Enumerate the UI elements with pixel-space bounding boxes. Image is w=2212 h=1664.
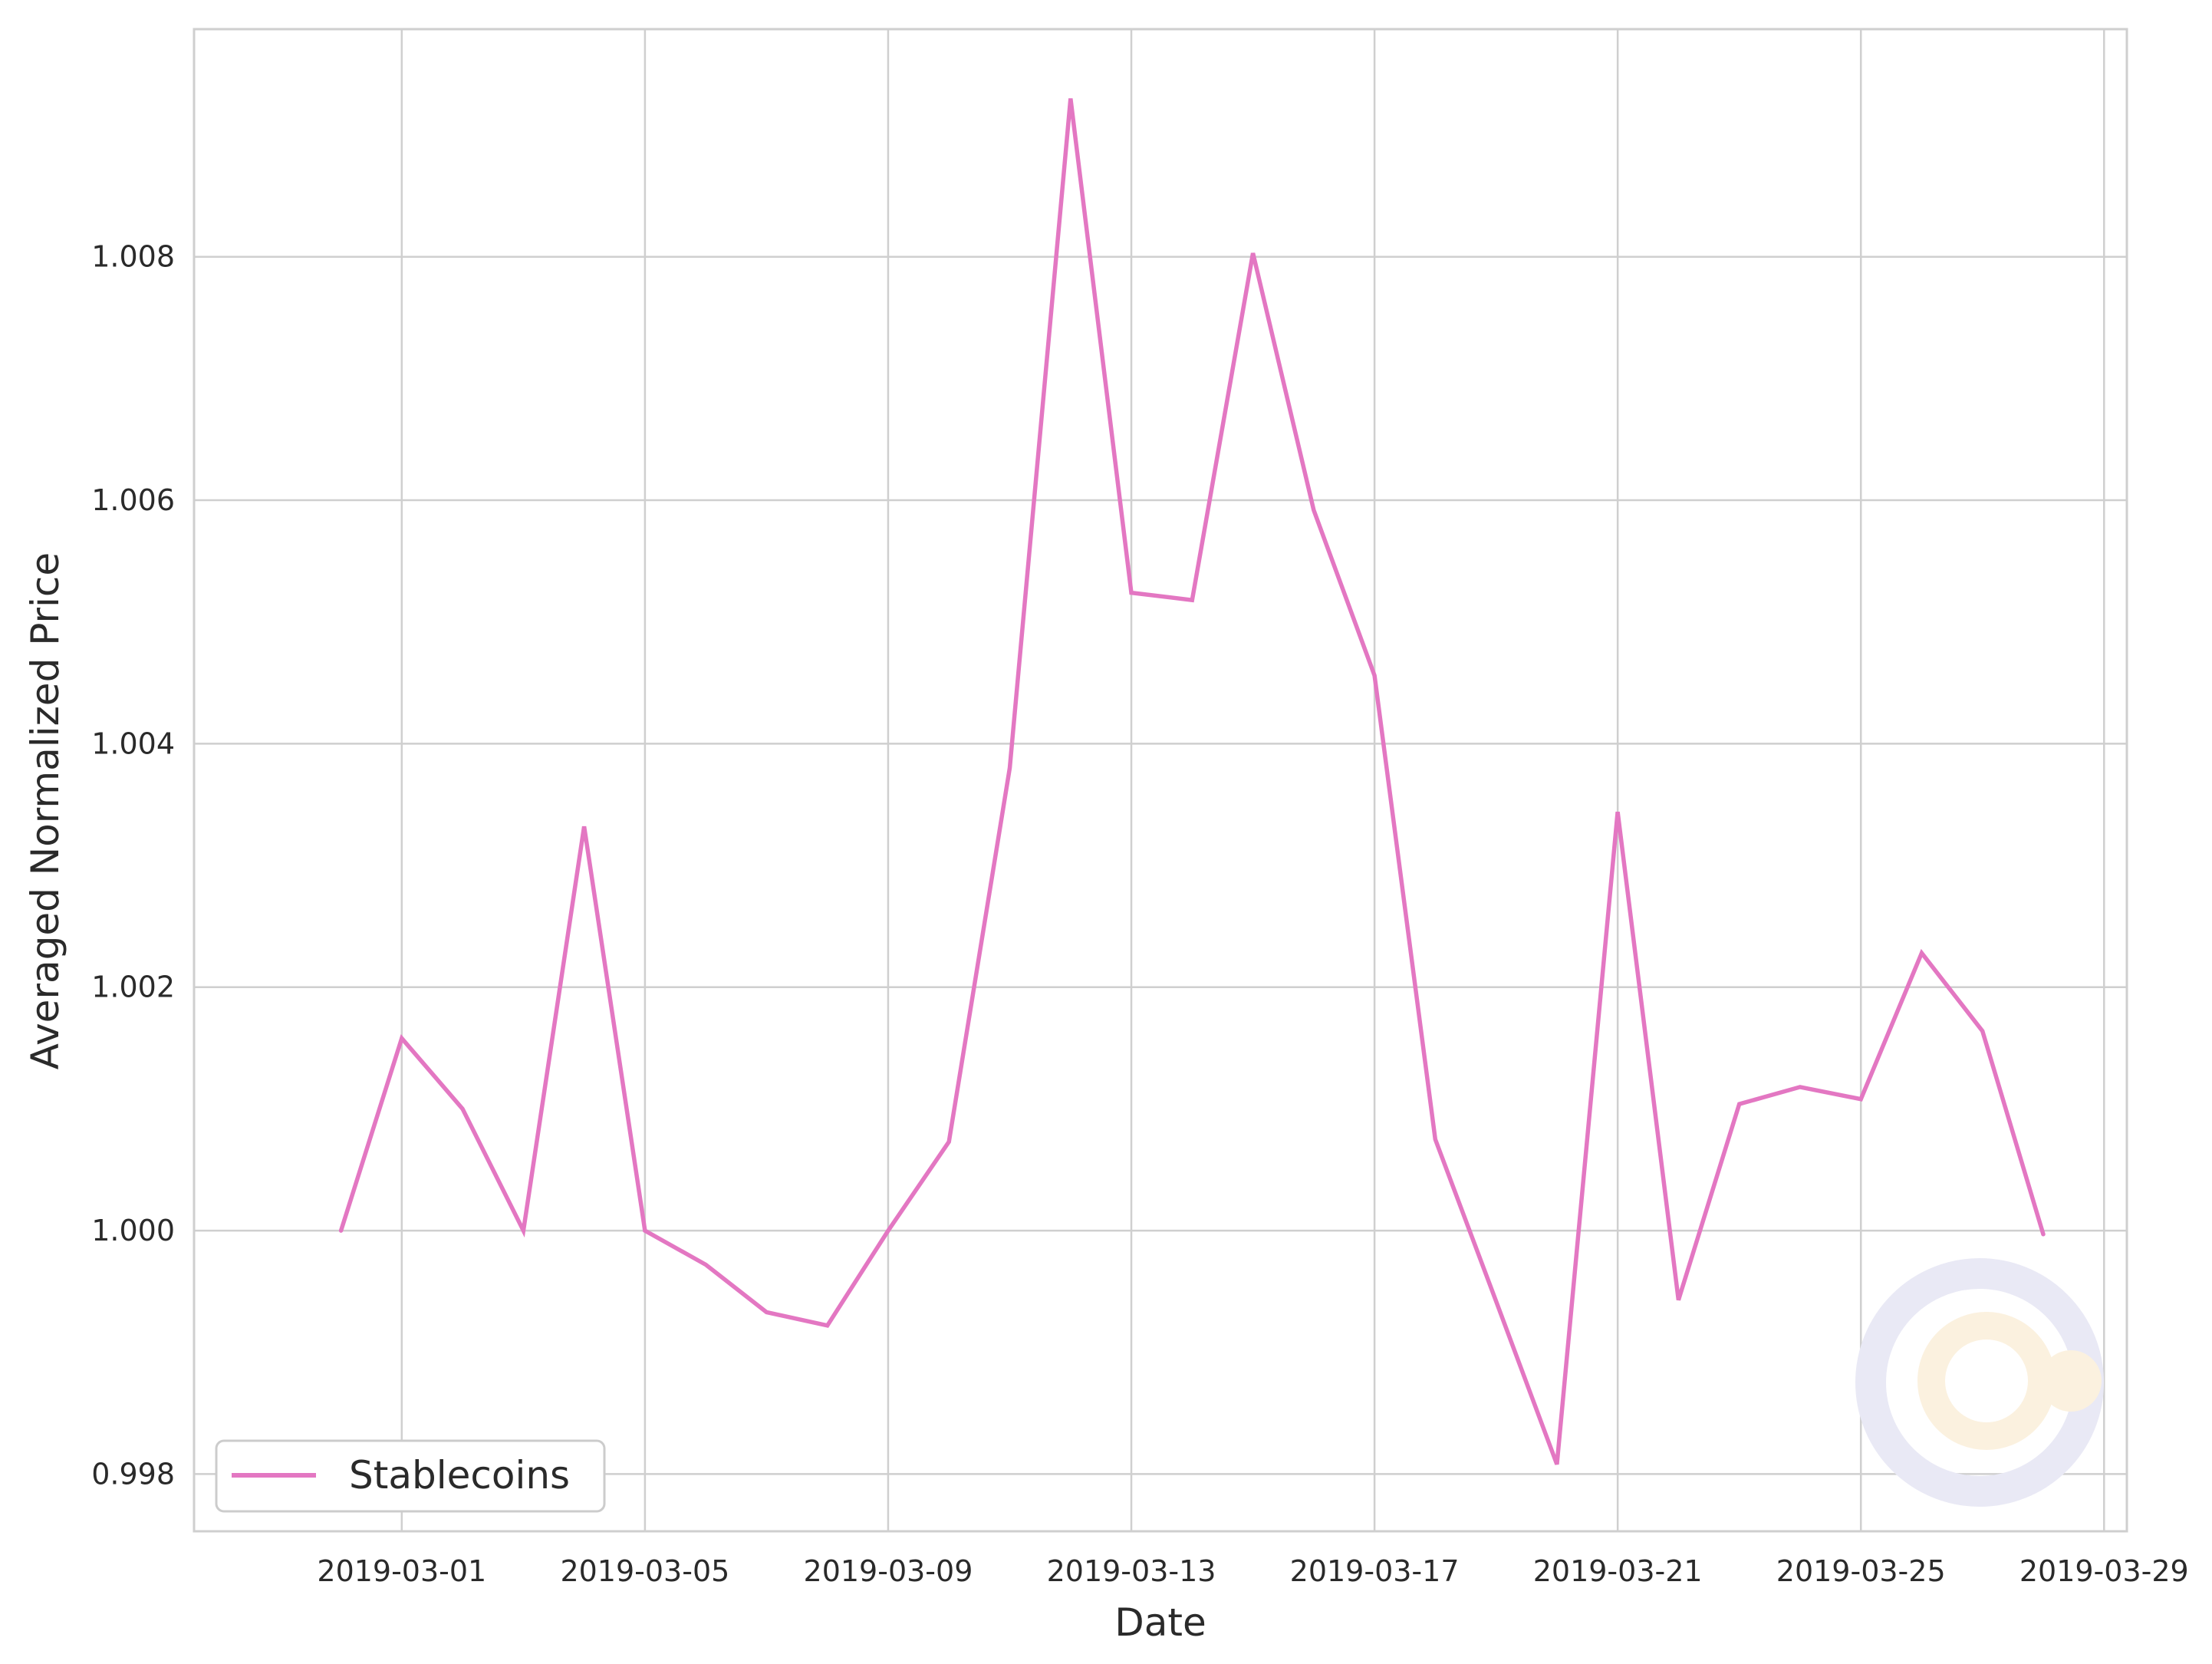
- logo-watermark: [1855, 1258, 2104, 1507]
- y-tick-label: 1.002: [91, 970, 175, 1004]
- x-tick-label: 2019-03-05: [560, 1554, 729, 1588]
- y-axis-ticks: 0.998 1.000 1.002 1.004 1.006 1.008: [91, 240, 175, 1491]
- y-tick-label: 1.004: [91, 727, 175, 760]
- x-tick-label: 2019-03-25: [1776, 1554, 1946, 1588]
- plot-area: [193, 28, 2128, 1533]
- series-line-0: [338, 98, 2046, 1465]
- watermark-inner-ring: [1917, 1312, 2056, 1450]
- y-axis-label: Averaged Normalized Price: [23, 552, 67, 1069]
- x-tick-label: 2019-03-21: [1533, 1554, 1703, 1588]
- legend: Stablecoins: [215, 1439, 606, 1513]
- x-tick-label: 2019-03-29: [2019, 1554, 2189, 1588]
- y-tick-label: 0.998: [91, 1457, 175, 1491]
- x-tick-label: 2019-03-13: [1047, 1554, 1216, 1588]
- legend-label-stablecoins: Stablecoins: [349, 1453, 570, 1498]
- grid: [194, 29, 2127, 1531]
- x-tick-label: 2019-03-01: [317, 1554, 486, 1588]
- watermark-dot: [2040, 1350, 2102, 1412]
- x-axis-label: Date: [1114, 1600, 1206, 1645]
- x-axis-ticks: 2019-03-01 2019-03-05 2019-03-09 2019-03-13…: [317, 1554, 2188, 1588]
- legend-box: [215, 1439, 606, 1513]
- y-tick-label: 1.008: [91, 240, 175, 274]
- series-group: [338, 98, 2046, 1465]
- y-tick-label: 1.000: [91, 1214, 175, 1247]
- x-tick-label: 2019-03-17: [1290, 1554, 1460, 1588]
- y-tick-label: 1.006: [91, 483, 175, 517]
- x-tick-label: 2019-03-09: [804, 1554, 973, 1588]
